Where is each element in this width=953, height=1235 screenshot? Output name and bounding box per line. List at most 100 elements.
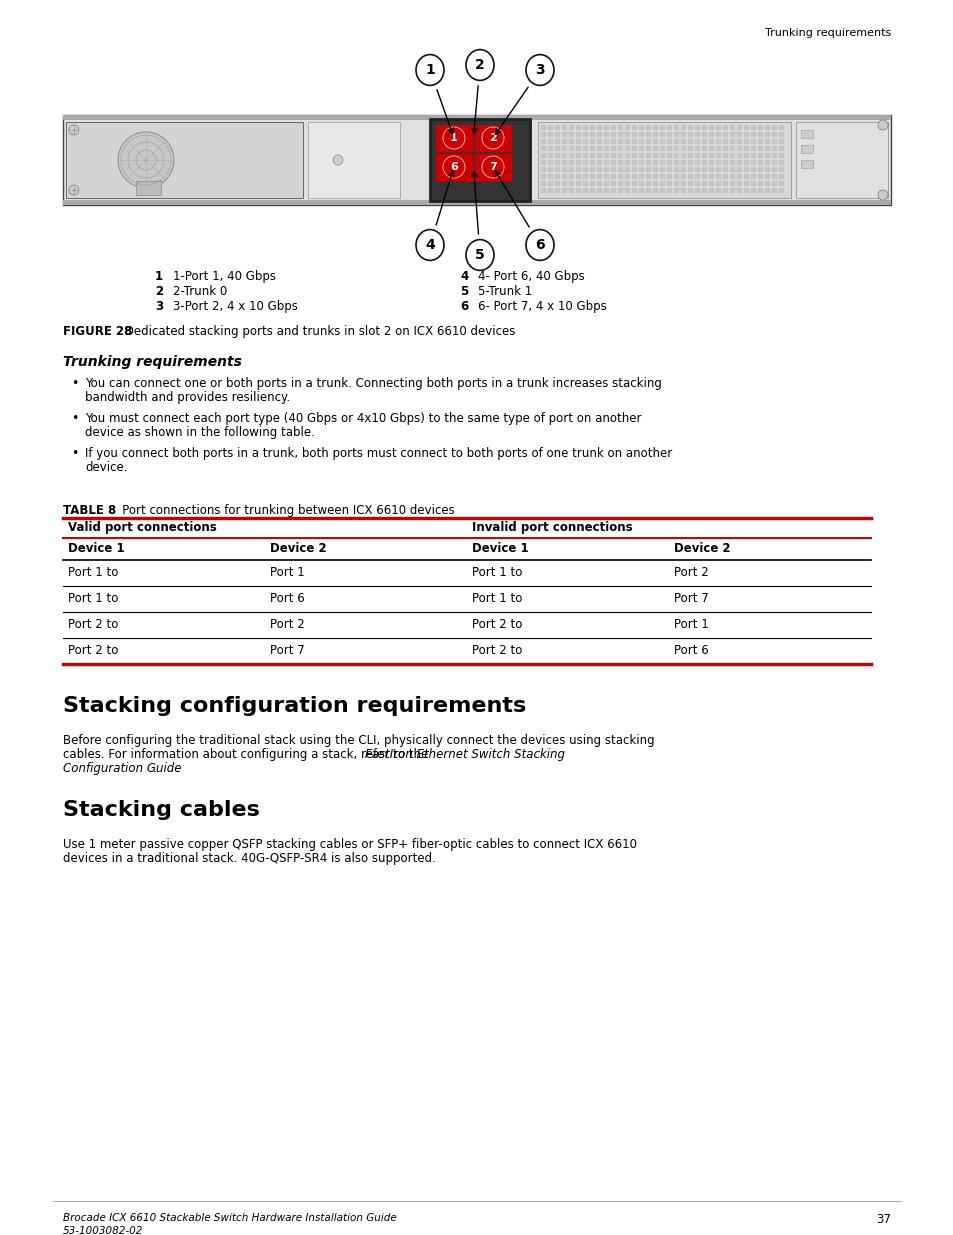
Bar <box>716 132 720 137</box>
Text: .: . <box>152 762 156 776</box>
Text: •: • <box>71 377 78 390</box>
Bar <box>758 182 762 186</box>
Text: Port 1: Port 1 <box>270 566 304 579</box>
Text: Port 2 to: Port 2 to <box>472 643 522 657</box>
Text: Port 1 to: Port 1 to <box>472 566 522 579</box>
Ellipse shape <box>465 49 494 80</box>
Text: Device 1: Device 1 <box>68 542 125 555</box>
Bar <box>631 174 637 179</box>
Bar <box>597 174 601 179</box>
Bar <box>652 167 658 172</box>
Text: Port 6: Port 6 <box>673 643 708 657</box>
Bar <box>687 140 692 144</box>
Bar <box>695 125 700 130</box>
Bar <box>716 146 720 151</box>
Bar <box>63 115 890 205</box>
Bar <box>687 132 692 137</box>
Bar <box>764 153 769 158</box>
Text: Port 2: Port 2 <box>673 566 708 579</box>
Bar <box>561 140 566 144</box>
Bar <box>582 140 587 144</box>
Bar <box>568 146 574 151</box>
Bar <box>582 132 587 137</box>
Bar <box>610 182 616 186</box>
Bar <box>582 182 587 186</box>
Bar <box>729 125 734 130</box>
Bar <box>610 174 616 179</box>
Text: 3: 3 <box>535 63 544 77</box>
Bar <box>743 188 748 193</box>
Bar <box>659 125 664 130</box>
Bar <box>779 182 783 186</box>
Bar <box>475 125 511 151</box>
Bar <box>639 174 643 179</box>
Bar <box>639 125 643 130</box>
Text: 4: 4 <box>459 270 468 283</box>
Bar <box>673 161 679 165</box>
Bar <box>737 188 741 193</box>
Text: Trunking requirements: Trunking requirements <box>764 28 890 38</box>
Bar <box>555 188 559 193</box>
Bar <box>722 132 727 137</box>
Bar <box>610 161 616 165</box>
Bar <box>555 182 559 186</box>
Bar <box>758 132 762 137</box>
Bar <box>666 140 671 144</box>
Bar <box>708 153 713 158</box>
Bar <box>645 174 650 179</box>
Bar <box>561 182 566 186</box>
Bar <box>722 167 727 172</box>
Bar <box>722 125 727 130</box>
Bar <box>63 115 890 120</box>
Bar <box>750 146 755 151</box>
Bar <box>737 125 741 130</box>
Bar <box>764 146 769 151</box>
Bar <box>547 188 553 193</box>
Text: Port 1 to: Port 1 to <box>68 592 118 605</box>
Bar <box>779 132 783 137</box>
Bar <box>540 161 545 165</box>
Bar <box>680 188 685 193</box>
Bar <box>687 174 692 179</box>
Bar <box>695 146 700 151</box>
Bar <box>701 182 706 186</box>
Bar <box>659 182 664 186</box>
Bar <box>659 132 664 137</box>
Bar <box>750 140 755 144</box>
Bar <box>729 174 734 179</box>
Bar <box>610 132 616 137</box>
Bar <box>737 161 741 165</box>
Bar <box>547 146 553 151</box>
Bar <box>743 146 748 151</box>
Text: 5: 5 <box>475 248 484 262</box>
Bar <box>568 167 574 172</box>
Bar <box>561 146 566 151</box>
Text: Stacking configuration requirements: Stacking configuration requirements <box>63 697 526 716</box>
Bar <box>652 125 658 130</box>
Bar <box>610 146 616 151</box>
Bar <box>722 140 727 144</box>
Bar <box>555 132 559 137</box>
Text: 6: 6 <box>535 238 544 252</box>
Bar <box>561 153 566 158</box>
Bar <box>582 188 587 193</box>
Bar <box>750 167 755 172</box>
Bar <box>779 188 783 193</box>
Bar <box>631 146 637 151</box>
Bar <box>659 188 664 193</box>
Text: Port 2 to: Port 2 to <box>68 643 118 657</box>
Bar <box>716 167 720 172</box>
Bar <box>618 125 622 130</box>
Bar <box>639 146 643 151</box>
Bar <box>582 125 587 130</box>
Bar <box>576 161 580 165</box>
Bar <box>771 161 776 165</box>
Bar <box>589 125 595 130</box>
Bar <box>659 140 664 144</box>
Bar <box>779 153 783 158</box>
Bar <box>758 140 762 144</box>
Bar <box>631 132 637 137</box>
Bar <box>779 167 783 172</box>
Bar <box>603 167 608 172</box>
Bar <box>561 125 566 130</box>
